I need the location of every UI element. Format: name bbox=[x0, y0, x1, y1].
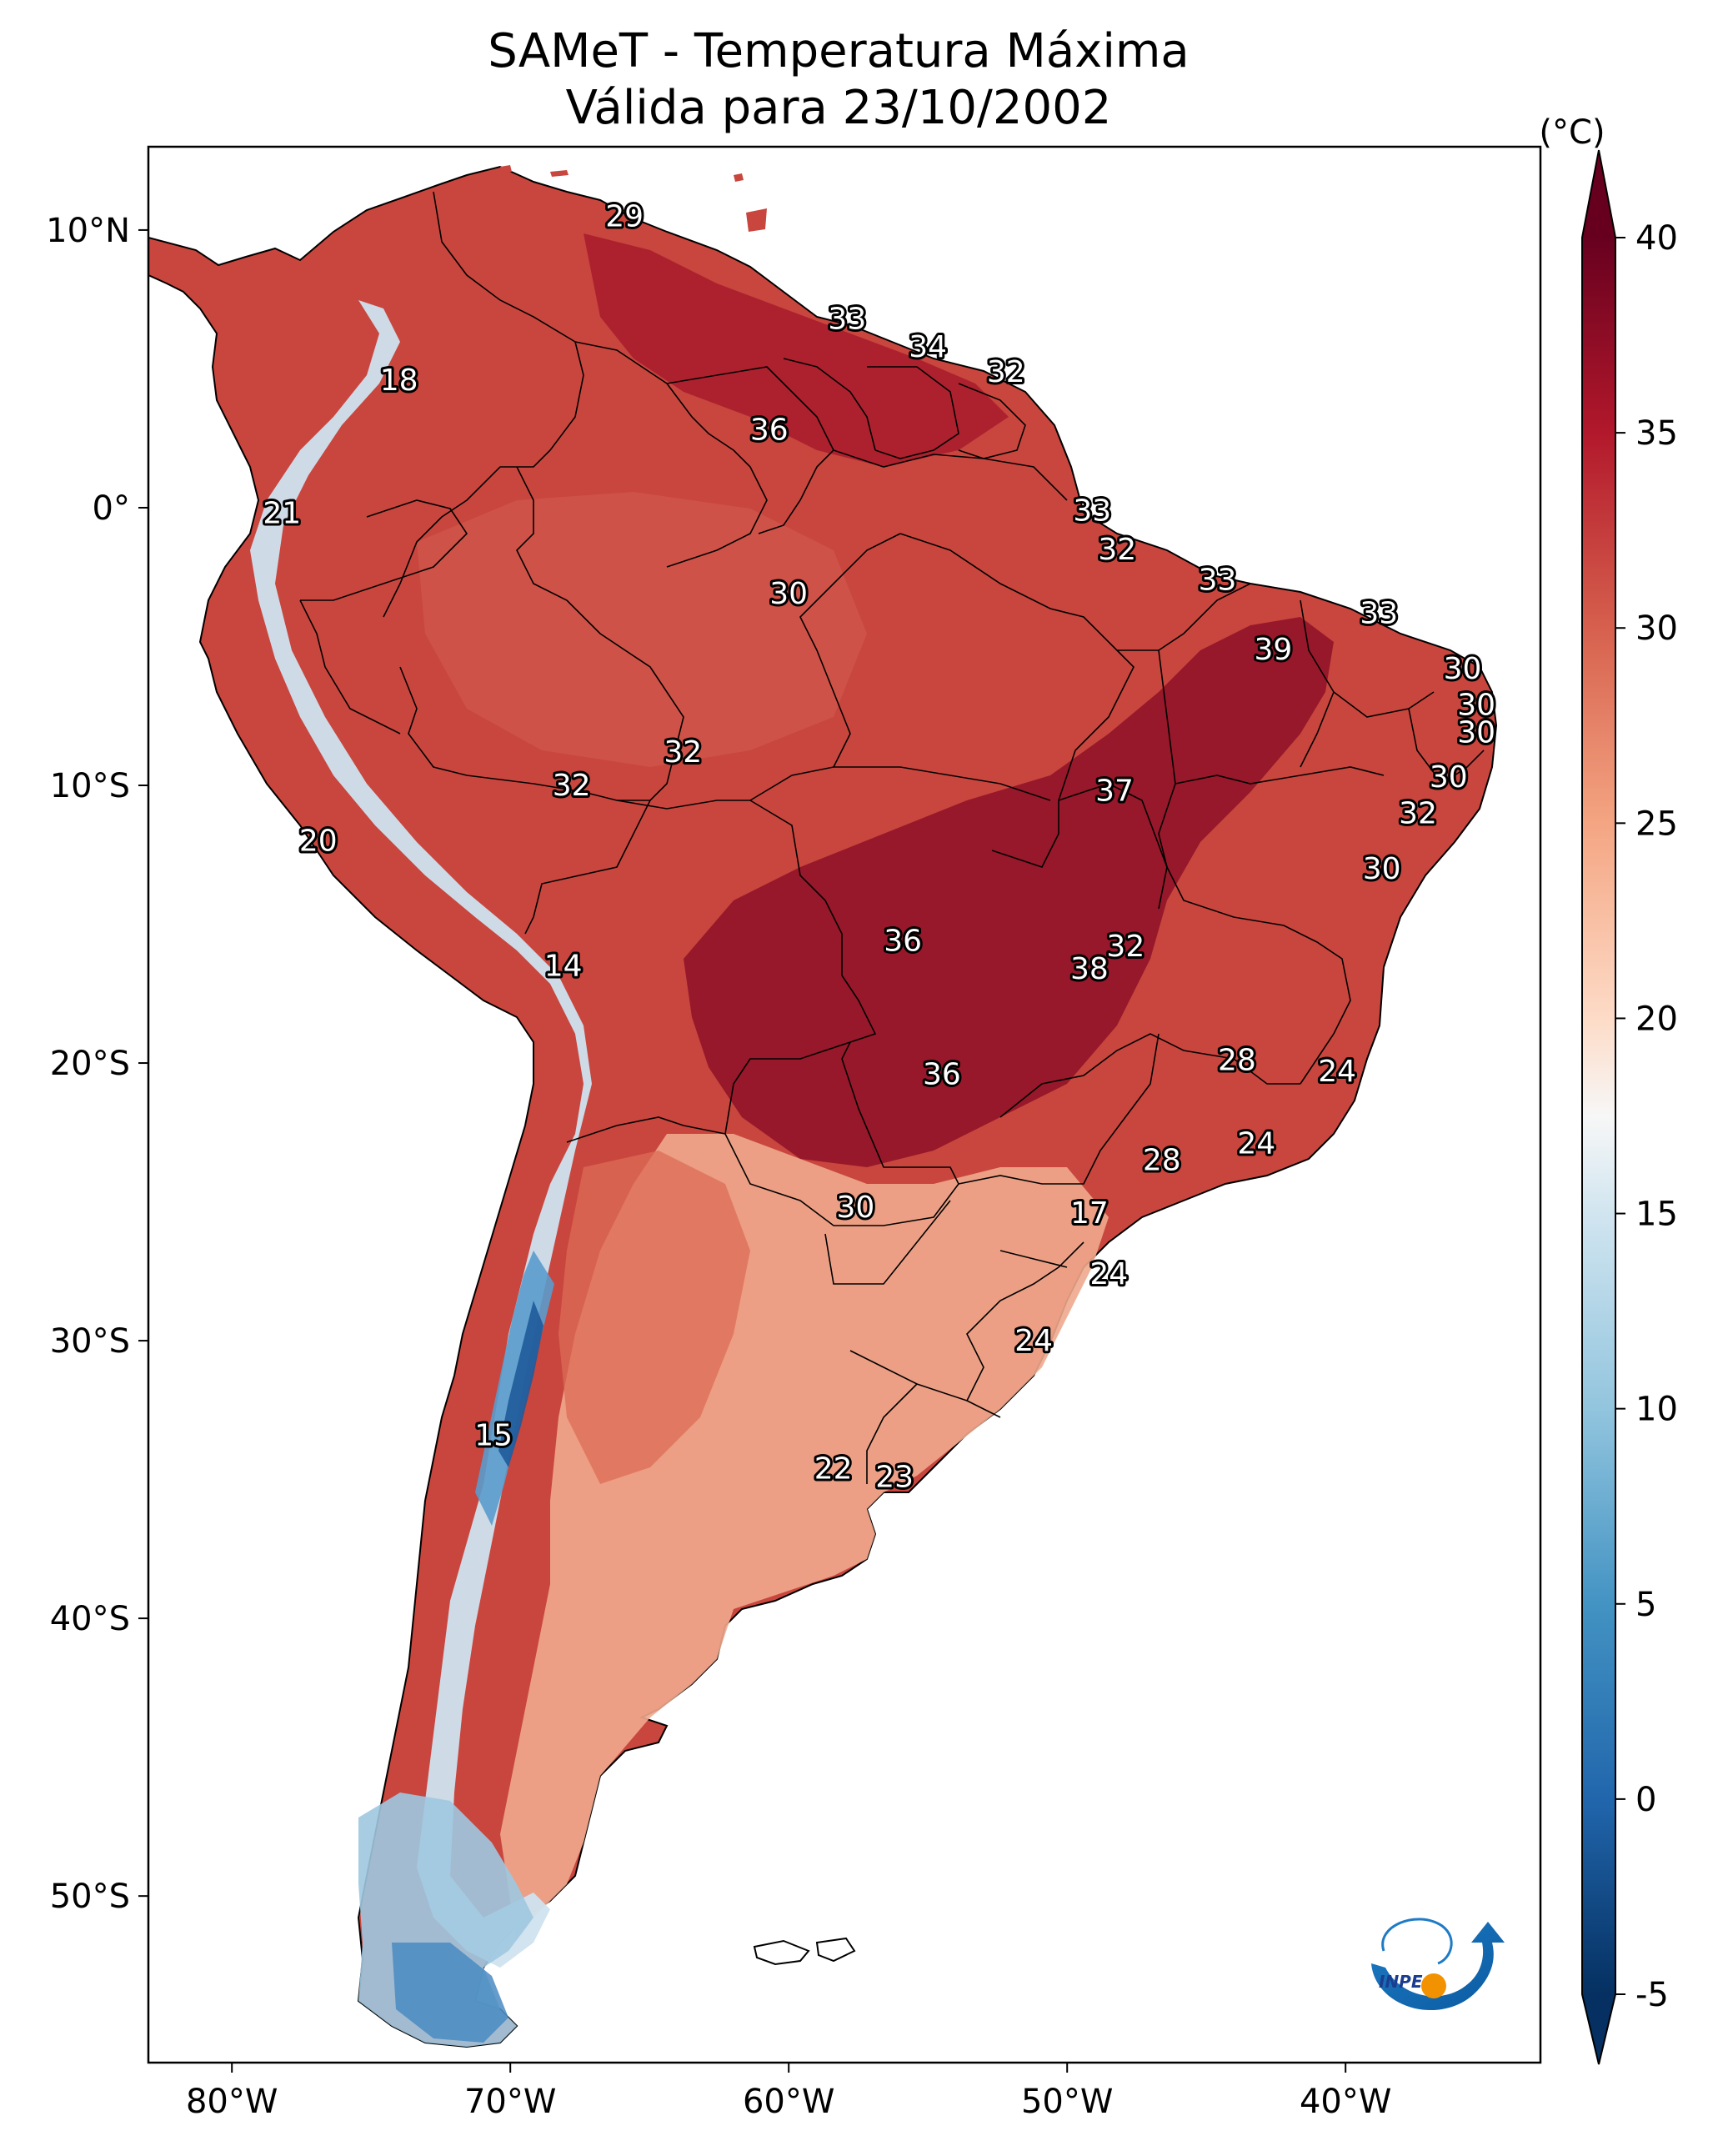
station-value-label: 30 bbox=[1430, 760, 1468, 795]
y-tick-label: 50°S bbox=[50, 1878, 130, 1916]
y-tick-label: 20°S bbox=[50, 1045, 130, 1083]
colorbar: (°C) 40 35 30 25 20 15 10 5 0 -5 bbox=[1539, 113, 1678, 2065]
colorbar-tick-label: 25 bbox=[1635, 805, 1678, 843]
station-value-label: 30 bbox=[769, 577, 808, 611]
y-tick-label: 30°S bbox=[50, 1322, 130, 1361]
station-value-label: 23 bbox=[875, 1460, 914, 1494]
station-value-label: 28 bbox=[1218, 1044, 1256, 1078]
station-value-label: 30 bbox=[836, 1191, 874, 1225]
colorbar-tick-label: 10 bbox=[1635, 1391, 1678, 1429]
station-value-label: 33 bbox=[1199, 564, 1237, 598]
colorbar-tick-label: 35 bbox=[1635, 414, 1678, 453]
colorbar-body bbox=[1581, 149, 1616, 2065]
station-value-label: 33 bbox=[1073, 494, 1111, 528]
argentina-warm-region bbox=[558, 1151, 750, 1484]
colorbar-tick-label: 30 bbox=[1635, 609, 1678, 648]
station-value-label: 21 bbox=[263, 497, 301, 531]
station-value-label: 24 bbox=[1089, 1257, 1128, 1291]
amazon-mild-region bbox=[417, 492, 867, 767]
falkland-islands bbox=[753, 1937, 856, 1966]
x-tick-label: 60°W bbox=[743, 2083, 834, 2121]
colorbar-tick-label: -5 bbox=[1635, 1976, 1669, 2014]
station-value-label: 38 bbox=[1070, 952, 1109, 986]
station-value-label: 18 bbox=[380, 364, 418, 398]
y-tick-label: 10°S bbox=[50, 767, 130, 805]
station-value-label: 32 bbox=[987, 355, 1025, 389]
station-value-label: 37 bbox=[1095, 775, 1134, 809]
colorbar-tick-label: 5 bbox=[1635, 1586, 1656, 1624]
x-tick-label: 70°W bbox=[464, 2083, 556, 2121]
colorbar-tick-label: 0 bbox=[1635, 1781, 1656, 1819]
station-value-label: 29 bbox=[605, 199, 644, 233]
station-value-label: 33 bbox=[1360, 597, 1398, 631]
colorbar-unit-label: (°C) bbox=[1539, 113, 1605, 152]
map-area bbox=[148, 147, 1540, 2063]
station-value-label: 24 bbox=[1014, 1324, 1053, 1358]
y-tick-label: 10°N bbox=[46, 212, 130, 250]
station-value-label: 32 bbox=[1098, 533, 1136, 567]
station-value-label: 22 bbox=[814, 1452, 853, 1486]
station-value-label: 33 bbox=[828, 302, 866, 336]
y-tick-label: 40°S bbox=[50, 1600, 130, 1638]
x-axis: 80°W 70°W 60°W 50°W 40°W bbox=[186, 2063, 1391, 2121]
station-value-label: 30 bbox=[1457, 716, 1495, 750]
station-value-label: 36 bbox=[923, 1057, 961, 1091]
x-tick-label: 80°W bbox=[186, 2083, 278, 2121]
station-value-label: 17 bbox=[1070, 1196, 1109, 1231]
station-value-label: 32 bbox=[664, 735, 702, 770]
station-value-label: 30 bbox=[1457, 688, 1495, 722]
station-value-label: 39 bbox=[1254, 633, 1292, 667]
inpe-logo: INPE bbox=[1371, 1918, 1505, 2011]
north-hot-region bbox=[584, 233, 1009, 467]
station-value-label: 14 bbox=[544, 949, 583, 983]
colorbar-tick-label: 20 bbox=[1635, 1000, 1678, 1038]
station-value-label: 32 bbox=[553, 769, 591, 803]
station-value-label: 24 bbox=[1318, 1055, 1356, 1089]
station-value-label: 36 bbox=[884, 925, 922, 959]
station-value-label: 36 bbox=[750, 414, 789, 448]
y-tick-label: 0° bbox=[93, 489, 130, 528]
y-axis: 10°N 0° 10°S 20°S 30°S 40°S 50°S bbox=[46, 212, 148, 1916]
station-value-label: 32 bbox=[1106, 930, 1144, 964]
title-line-2: Válida para 23/10/2002 bbox=[566, 81, 1112, 135]
station-value-label: 15 bbox=[474, 1418, 513, 1452]
x-tick-label: 40°W bbox=[1300, 2083, 1391, 2121]
tierra-del-fuego-cold bbox=[392, 1943, 508, 2043]
colorbar-tick-label: 40 bbox=[1635, 219, 1678, 258]
station-value-label: 34 bbox=[909, 330, 947, 364]
x-tick-label: 50°W bbox=[1021, 2083, 1113, 2121]
station-value-label: 32 bbox=[1399, 796, 1437, 830]
andes-coldest-core bbox=[498, 1301, 543, 1467]
station-value-label: 30 bbox=[1444, 652, 1482, 686]
station-value-label: 28 bbox=[1143, 1144, 1181, 1178]
station-value-label: 20 bbox=[299, 825, 338, 859]
colorbar-tick-label: 15 bbox=[1635, 1196, 1678, 1234]
station-value-label: 24 bbox=[1237, 1127, 1275, 1161]
country-borders bbox=[299, 191, 1485, 1484]
title-line-1: SAMeT - Temperatura Máxima bbox=[488, 24, 1190, 78]
map-frame bbox=[147, 145, 1542, 2064]
station-value-label: 30 bbox=[1363, 852, 1401, 886]
logo-text: INPE bbox=[1379, 1972, 1423, 1992]
colorbar-ticks: 40 35 30 25 20 15 10 5 0 -5 bbox=[1615, 219, 1678, 2014]
